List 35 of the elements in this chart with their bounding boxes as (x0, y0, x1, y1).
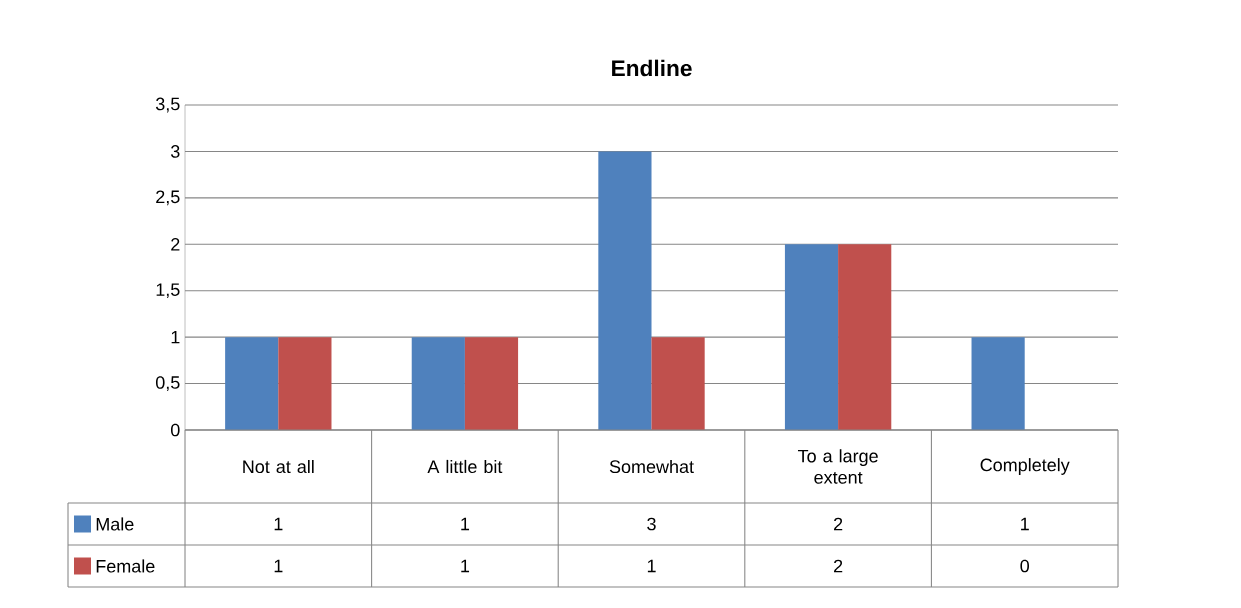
bar (651, 337, 705, 430)
data-label: 0 (1020, 559, 1030, 573)
data-label: 2 (834, 559, 843, 573)
x-tick-label: Completely (980, 458, 1070, 475)
y-tick-label: 1,5 (156, 283, 180, 299)
bar (971, 337, 1025, 430)
y-tick-label: 0 (171, 423, 180, 437)
bar (411, 337, 465, 430)
bar (784, 244, 839, 430)
bar (598, 151, 652, 430)
data-label: 3 (647, 517, 656, 531)
bar (838, 244, 892, 430)
data-label: 1 (1021, 517, 1029, 531)
x-tick-label: To a large extent (797, 449, 878, 484)
data-label: 1 (461, 517, 470, 531)
data-label: 1 (461, 559, 470, 573)
legend-label: Male (96, 517, 134, 531)
x-tick-label: Not at all (243, 459, 314, 474)
y-tick-label: 3 (170, 145, 180, 158)
chart-title: Endline (612, 59, 692, 77)
data-label: 1 (647, 559, 656, 573)
x-tick-label: A little bit (427, 459, 503, 474)
bar (464, 337, 519, 430)
y-tick-label: 0,5 (155, 376, 180, 392)
y-tick-label: 2 (171, 238, 180, 251)
data-label: 1 (274, 559, 283, 573)
y-tick-label: 3,5 (155, 97, 180, 113)
legend-label: Female (96, 559, 155, 573)
data-label: 2 (834, 517, 843, 531)
y-tick-label: 2,5 (156, 190, 180, 206)
y-tick-label: 1 (171, 330, 180, 344)
bar (278, 337, 332, 430)
bar (225, 337, 279, 430)
x-tick-label: Somewhat (609, 459, 694, 474)
data-label: 1 (274, 517, 283, 531)
